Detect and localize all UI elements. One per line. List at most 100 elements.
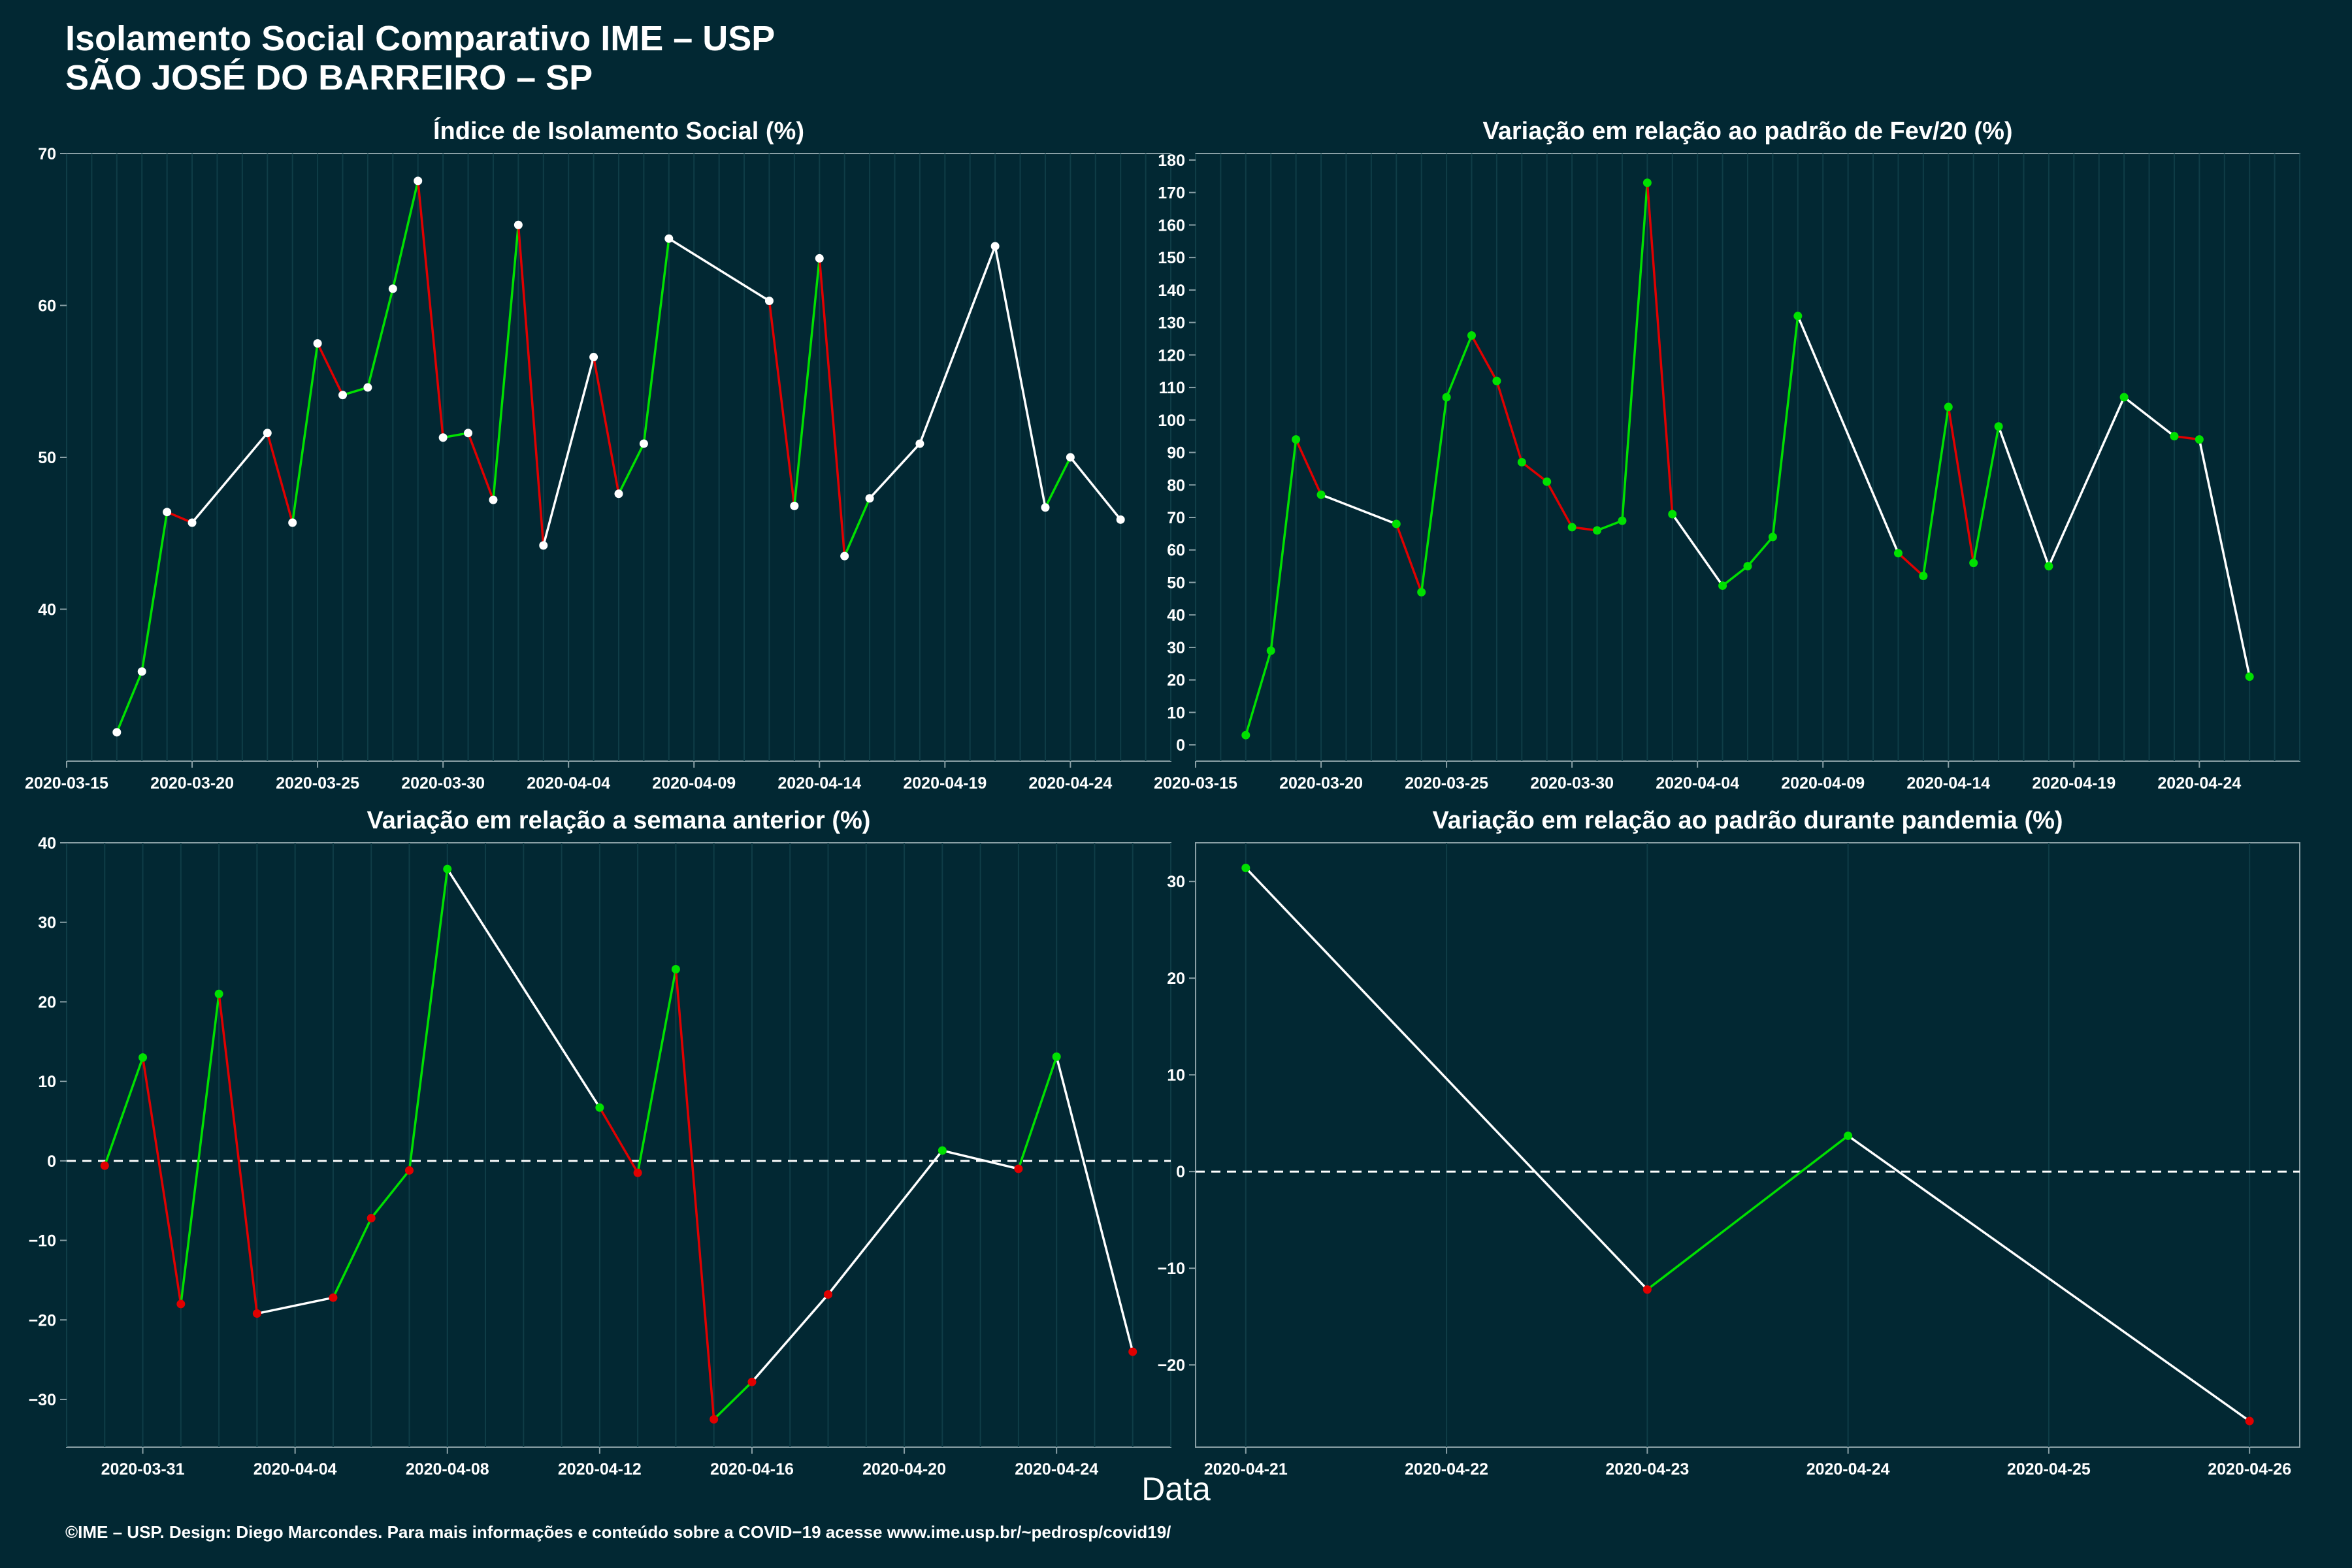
- data-point: [1642, 1285, 1652, 1294]
- x-tick-label: 2020-04-12: [558, 1460, 642, 1478]
- x-tick-label: 2020-04-24: [2157, 774, 2241, 792]
- series-segment: [994, 246, 1047, 508]
- x-tick-label: 2020-03-30: [1530, 774, 1614, 792]
- data-point: [1241, 863, 1250, 872]
- chart-panel-3: Variação em relação a semana anterior (%…: [29, 807, 1171, 1478]
- data-point: [539, 541, 548, 550]
- y-tick-label: −30: [29, 1391, 56, 1409]
- series-segment: [713, 1380, 753, 1420]
- series-segment: [1269, 439, 1298, 651]
- chart-title: Índice de Isolamento Social (%): [433, 116, 804, 145]
- series-segment: [191, 432, 269, 524]
- series-segment: [1671, 514, 1724, 587]
- series-segment: [266, 433, 294, 523]
- y-tick-label: 20: [38, 993, 56, 1011]
- y-tick-label: 40: [1167, 606, 1185, 625]
- y-tick-label: 170: [1158, 184, 1185, 203]
- x-tick-label: 2020-04-09: [652, 774, 736, 792]
- data-point: [1543, 477, 1552, 486]
- data-point: [514, 220, 523, 229]
- series-segment: [517, 225, 545, 546]
- data-point: [1768, 532, 1777, 542]
- series-segment: [116, 671, 143, 733]
- x-tick-label: 2020-04-19: [2032, 774, 2115, 792]
- data-point: [464, 429, 473, 438]
- chart-panel-2: Variação em relação ao padrão de Fev/20 …: [1154, 118, 2300, 792]
- data-point: [1052, 1052, 1061, 1061]
- data-point: [710, 1414, 719, 1424]
- data-point: [404, 1166, 414, 1175]
- series-segment: [768, 301, 796, 506]
- y-tick-label: 0: [1176, 1163, 1185, 1181]
- chart-title: Variação em relação ao padrão de Fev/20 …: [1482, 118, 2012, 145]
- data-point: [338, 391, 347, 400]
- data-point: [263, 429, 272, 438]
- data-point: [1266, 646, 1275, 655]
- y-tick-label: 140: [1158, 282, 1185, 300]
- plot-area: [66, 842, 1171, 1448]
- y-tick-label: −10: [1158, 1260, 1185, 1278]
- x-tick-label: 2020-04-04: [527, 774, 610, 792]
- x-tick-label: 2020-04-23: [1605, 1460, 1689, 1478]
- series-segment: [592, 357, 620, 495]
- data-point: [139, 1053, 148, 1062]
- series-segment: [1245, 867, 1648, 1290]
- series-segment: [291, 343, 319, 523]
- data-point: [252, 1309, 261, 1318]
- series-segment: [466, 433, 495, 500]
- series-segment: [1947, 406, 1975, 563]
- y-tick-label: 10: [1167, 704, 1185, 722]
- series-segment: [391, 180, 419, 289]
- data-point: [489, 495, 498, 504]
- series-segment: [370, 1169, 410, 1219]
- y-tick-label: 40: [38, 601, 56, 619]
- data-point: [589, 353, 598, 362]
- series-segment: [1771, 316, 1799, 538]
- series-segment: [542, 357, 595, 546]
- series-segment: [257, 1296, 334, 1315]
- series-segment: [492, 225, 520, 500]
- data-point: [1392, 519, 1401, 529]
- series-segment: [1797, 315, 1900, 554]
- series-segment: [141, 1057, 182, 1305]
- chart-title: Variação em relação ao padrão durante pa…: [1432, 807, 2063, 834]
- data-point: [1014, 1164, 1023, 1173]
- data-point: [1893, 549, 1903, 558]
- x-tick-label: 2020-03-20: [150, 774, 234, 792]
- series-segment: [617, 443, 645, 495]
- series-segment: [180, 994, 220, 1305]
- data-point: [112, 728, 122, 737]
- series-segment: [103, 1057, 144, 1166]
- series-segment: [166, 511, 193, 524]
- y-tick-label: 20: [1167, 672, 1185, 690]
- data-point: [1994, 422, 2003, 431]
- data-point: [414, 176, 423, 186]
- data-point: [1919, 572, 1928, 581]
- data-point: [388, 284, 397, 293]
- series-segment: [843, 498, 871, 557]
- y-tick-label: 180: [1158, 152, 1185, 170]
- chart-panel-4: Variação em relação ao padrão durante pa…: [1158, 807, 2300, 1478]
- y-tick-label: 30: [1167, 639, 1185, 657]
- data-point: [363, 383, 372, 392]
- data-point: [137, 667, 146, 676]
- y-tick-label: 120: [1158, 346, 1185, 365]
- x-tick-label: 2020-04-04: [1656, 774, 1739, 792]
- data-point: [614, 489, 623, 498]
- x-tick-label: 2020-04-14: [777, 774, 861, 792]
- y-tick-label: 0: [1176, 736, 1185, 755]
- y-tick-label: 20: [1167, 970, 1185, 988]
- y-tick-label: −20: [29, 1311, 56, 1330]
- series-segment: [1395, 523, 1423, 593]
- y-tick-label: 130: [1158, 314, 1185, 333]
- x-tick-label: 2020-04-09: [1781, 774, 1865, 792]
- data-point: [865, 494, 874, 503]
- series-segment: [342, 386, 368, 397]
- x-tick-label: 2020-04-26: [2208, 1460, 2291, 1478]
- data-point: [1116, 515, 1125, 524]
- data-point: [2044, 562, 2053, 571]
- series-segment: [316, 342, 344, 396]
- series-segment: [751, 1294, 829, 1383]
- data-point: [915, 439, 924, 448]
- data-point: [176, 1299, 186, 1309]
